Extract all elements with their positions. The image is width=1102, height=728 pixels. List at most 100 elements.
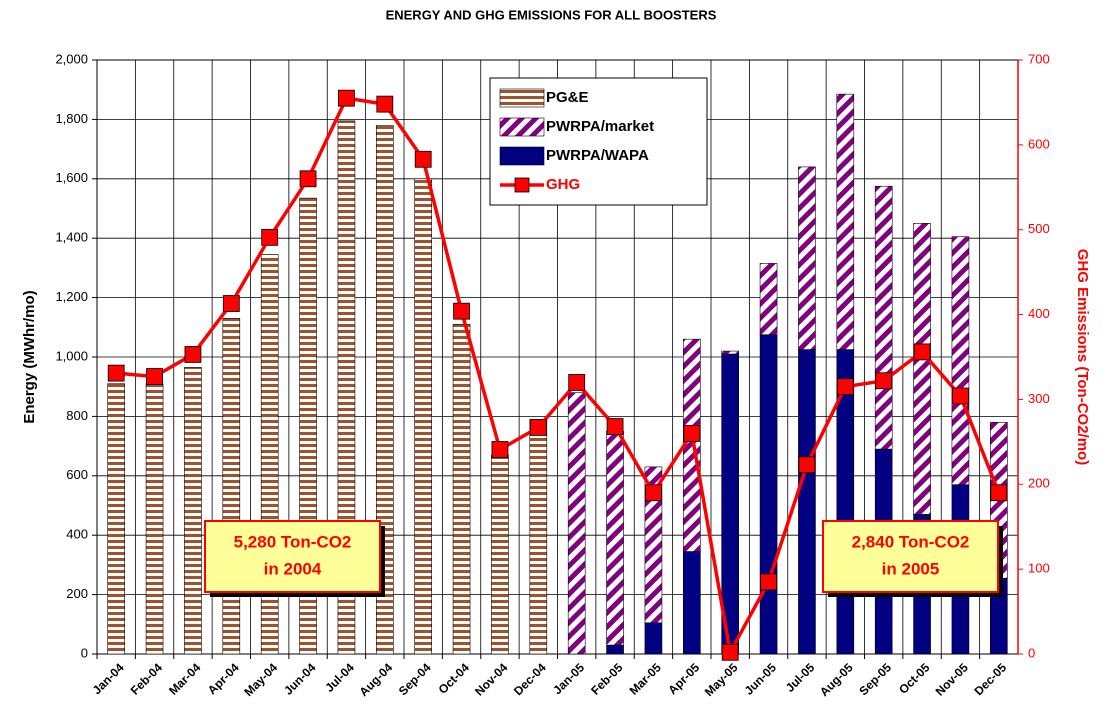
- legend-marker: [514, 177, 530, 193]
- y-tick-label: 400: [66, 527, 88, 542]
- bar-segment: [759, 263, 778, 336]
- x-tick-label: Feb-05: [588, 660, 625, 697]
- bar-segment: [644, 622, 663, 655]
- bar-segment: [222, 318, 241, 655]
- legend-label: PWRPA/market: [546, 118, 654, 135]
- bar-segment: [606, 644, 624, 655]
- annotation-text: in 2004: [264, 559, 322, 578]
- bar-segment: [606, 430, 624, 646]
- y2-tick-label: 200: [1028, 476, 1050, 491]
- x-tick-label: Jan-05: [550, 660, 587, 697]
- y-tick-label: 1,800: [55, 111, 88, 126]
- x-tick-label: Apr-05: [665, 660, 702, 697]
- ghg-marker: [683, 424, 701, 442]
- bar-segment: [913, 223, 931, 515]
- ghg-marker: [146, 368, 163, 385]
- annotation-text: in 2005: [882, 559, 940, 578]
- ghg-marker: [453, 302, 470, 320]
- bar-segment: [452, 324, 471, 655]
- ghg-marker: [184, 346, 202, 363]
- y-tick-label: 800: [66, 408, 88, 423]
- chart-title: ENERGY AND GHG EMISSIONS FOR ALL BOOSTER…: [386, 7, 717, 22]
- ghg-marker: [376, 95, 394, 113]
- ghg-marker: [338, 89, 355, 107]
- x-tick-label: May-05: [702, 660, 741, 699]
- x-tick-label: Nov-05: [933, 660, 971, 698]
- y-tick-label: 600: [66, 467, 88, 482]
- bar-segment: [567, 392, 586, 655]
- y2-tick-label: 300: [1028, 391, 1050, 406]
- x-tick-label: Jun-04: [281, 660, 318, 697]
- bar-segment: [145, 383, 164, 655]
- bar-segment: [798, 166, 816, 350]
- ghg-marker: [952, 387, 969, 405]
- x-tick-label: Jul-04: [322, 660, 357, 695]
- ghg-marker: [836, 378, 854, 396]
- x-tick-label: Sep-05: [856, 660, 894, 698]
- y2-tick-label: 700: [1028, 51, 1050, 66]
- bar-segment: [721, 350, 739, 355]
- ghg-marker: [606, 418, 624, 435]
- bar-segment: [874, 185, 893, 450]
- bar-segment: [951, 236, 970, 486]
- ghg-marker: [261, 228, 279, 246]
- ghg-marker: [222, 295, 240, 312]
- legend-swatch: [499, 88, 545, 108]
- x-tick-label: Mar-04: [166, 660, 203, 697]
- x-tick-label: Sep-04: [396, 660, 434, 698]
- y-tick-label: 1,200: [55, 289, 88, 304]
- x-tick-label: Jan-04: [90, 660, 127, 697]
- bar-segment: [491, 454, 509, 655]
- bar-segment: [414, 178, 432, 655]
- x-tick-label: Dec-05: [971, 660, 1009, 698]
- annotation-text: 5,280 Ton-CO2: [234, 532, 352, 551]
- y2-axis-title: GHG Emissions (Ton-CO2/mo): [1074, 249, 1091, 465]
- bar-segment: [107, 383, 125, 655]
- legend-label: GHG: [546, 176, 580, 193]
- y2-tick-label: 400: [1028, 306, 1050, 321]
- x-tick-label: Oct-04: [436, 660, 473, 697]
- y2-tick-label: 500: [1028, 221, 1050, 236]
- ghg-marker: [491, 441, 509, 458]
- x-tick-label: Nov-04: [472, 660, 510, 698]
- ghg-marker: [299, 170, 317, 188]
- annotation-text: 2,840 Ton-CO2: [852, 532, 970, 551]
- x-tick-label: Feb-04: [128, 660, 165, 697]
- bar-segment: [683, 551, 701, 655]
- bar-segment: [836, 93, 855, 350]
- annotation-box: [204, 520, 381, 593]
- x-tick-label: Oct-05: [896, 660, 933, 697]
- legend-label: PG&E: [546, 89, 589, 106]
- bar-segment: [644, 466, 663, 624]
- y2-tick-label: 100: [1028, 561, 1050, 576]
- ghg-marker: [414, 150, 432, 168]
- bar-segment: [529, 419, 548, 655]
- ghg-marker: [913, 343, 931, 361]
- x-tick-label: May-04: [241, 660, 280, 699]
- ghg-marker: [760, 573, 777, 591]
- y-tick-label: 1,000: [55, 348, 88, 363]
- ghg-marker: [798, 456, 816, 474]
- x-tick-label: Jul-05: [783, 660, 818, 695]
- legend-label: PWRPA/WAPA: [546, 147, 649, 164]
- legend-swatch: [499, 117, 545, 137]
- bar-segment: [184, 367, 202, 655]
- ghg-marker: [645, 484, 662, 502]
- x-tick-label: Jun-05: [742, 660, 779, 697]
- ghg-marker: [529, 419, 547, 436]
- bar-segment: [759, 334, 778, 655]
- y-tick-label: 200: [66, 586, 88, 601]
- y-tick-label: 1,600: [55, 170, 88, 185]
- ghg-marker: [875, 372, 893, 390]
- x-tick-label: Aug-05: [817, 660, 856, 699]
- bar-segment: [798, 349, 816, 655]
- legend-swatch: [499, 146, 545, 166]
- ghg-marker: [107, 364, 125, 382]
- ghg-marker: [568, 374, 586, 391]
- y-tick-label: 2,000: [55, 51, 88, 66]
- annotation-box: [822, 520, 999, 593]
- x-tick-label: Aug-04: [357, 660, 396, 699]
- y2-tick-label: 0: [1028, 645, 1035, 660]
- y-tick-label: 1,400: [55, 230, 88, 245]
